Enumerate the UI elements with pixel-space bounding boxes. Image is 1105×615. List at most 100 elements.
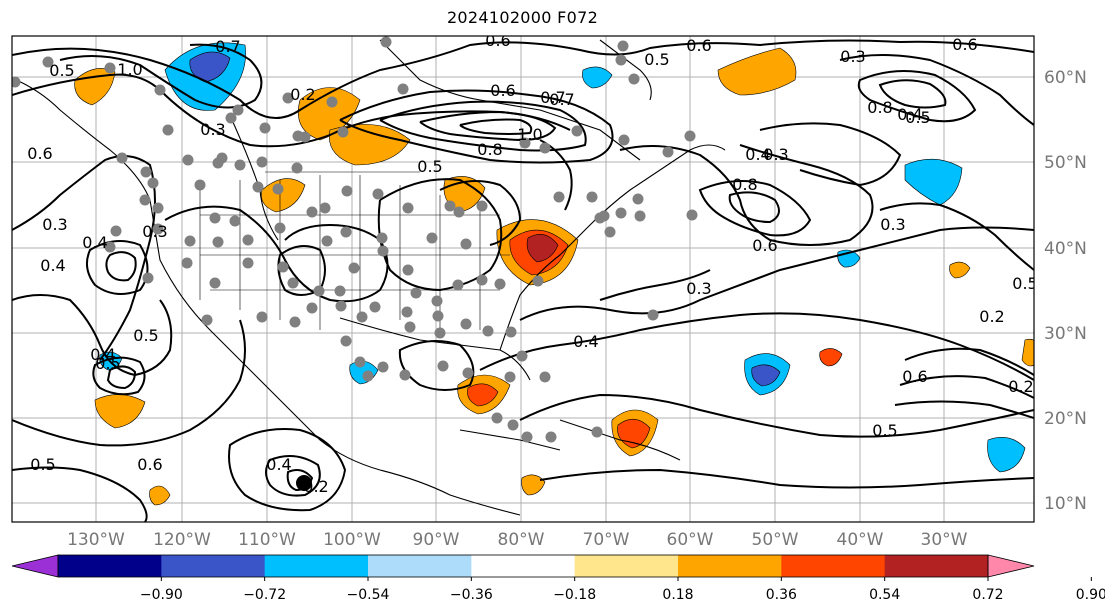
longitude-label: 70°W [583, 530, 630, 550]
contour-labels: 0.5 1.0 0.7 0.6 0.5 0.6 0.3 0.6 0.3 0.2 0.6 0.7 1.0 0… [27, 31, 1037, 496]
contour-label: 0.4 [573, 332, 598, 351]
station-marker [647, 309, 659, 321]
station-marker [380, 36, 392, 48]
station-marker [505, 326, 517, 338]
contour-label: 0.6 [952, 35, 977, 54]
shade-positive-region [526, 233, 559, 263]
colorbar-frame [57, 554, 989, 578]
colorbar-bin [471, 555, 576, 577]
station-marker [274, 222, 286, 234]
longitude-label: 60°W [667, 530, 714, 550]
contour-label: 0.6 [485, 31, 510, 50]
station-marker [291, 162, 303, 174]
contour-label: 0.5 [95, 354, 120, 373]
station-marker [491, 412, 503, 424]
contour-label: 0.7 [549, 90, 574, 109]
contour-label: 0.8 [867, 98, 892, 117]
station-marker [444, 200, 456, 212]
longitude-label: 110°W [238, 530, 296, 550]
station-marker [348, 262, 360, 274]
station-marker [399, 369, 411, 381]
station-marker [229, 215, 241, 227]
colorbar-extend-high [987, 554, 1035, 578]
contour-label: 0.4 [90, 345, 115, 364]
station-marker [182, 154, 194, 166]
shade-positive-region [949, 261, 971, 279]
station-marker [104, 241, 116, 253]
station-marker [154, 84, 166, 96]
station-marker [401, 306, 413, 318]
station-marker [356, 311, 368, 323]
station-marker [452, 279, 464, 291]
station-marker [12, 76, 21, 88]
contour-label: 0.5 [1012, 274, 1037, 293]
station-marker [476, 274, 488, 286]
station-marker [504, 371, 516, 383]
longitude-label: 50°W [752, 530, 799, 550]
station-marker [340, 226, 352, 238]
contour-label: 0.6 [902, 367, 927, 386]
contour-label: 0.7 [215, 37, 240, 56]
contour-label: 0.2 [979, 307, 1004, 326]
colorbar-extend-low [11, 554, 59, 578]
station-marker [516, 350, 528, 362]
station-marker [460, 238, 472, 250]
station-marker [335, 300, 347, 312]
station-marker [212, 236, 224, 248]
colorbar-tick-label: 0.54 [869, 587, 900, 603]
station-marker [476, 200, 488, 212]
station-marker [494, 278, 506, 290]
station-marker [369, 301, 381, 313]
contour-label: 0.3 [142, 222, 167, 241]
contour-label: 0.4 [40, 256, 65, 275]
contour-label: 0.6 [752, 236, 777, 255]
shade-positive-region [328, 124, 411, 166]
latitude-label: 30°N [1044, 324, 1087, 344]
longitude-label: 80°W [498, 530, 545, 550]
colorbar-tick-label: −0.54 [347, 587, 390, 603]
station-marker [397, 83, 409, 95]
station-marker [632, 193, 644, 205]
station-marker [453, 206, 465, 218]
contour-lines [12, 39, 1034, 522]
map-frame [11, 35, 1035, 523]
contour-label: 0.4 [897, 105, 922, 124]
longitude-label: 100°W [323, 530, 381, 550]
station-marker [282, 92, 294, 104]
contour-label: 0.5 [133, 326, 158, 345]
colorbar-bin [264, 555, 369, 577]
station-marker [618, 134, 630, 146]
station-marker [139, 194, 151, 206]
contour-label: 0.2 [290, 85, 315, 104]
shade-positive-region [149, 485, 171, 506]
colorbar-bin [781, 555, 886, 577]
contour-label: 0.2 [303, 477, 328, 496]
longitude-label: 120°W [153, 530, 211, 550]
contour-label: 0.5 [30, 455, 55, 474]
station-marker [272, 183, 284, 195]
station-marker [306, 302, 318, 314]
station-marker [216, 152, 228, 164]
map-panel: 0.5 1.0 0.7 0.6 0.5 0.6 0.3 0.6 0.3 0.2 0.6 0.7 1.0 0… [11, 31, 1037, 523]
contour-label: 0.6 [27, 144, 52, 163]
station-marker [432, 310, 444, 322]
longitude-label: 90°W [413, 530, 460, 550]
storm-center-marker [296, 475, 312, 491]
contour-label: 0.4 [745, 145, 770, 164]
colorbar-tick-label: 0.18 [662, 587, 693, 603]
station-marker [104, 62, 116, 74]
station-marker [147, 177, 159, 189]
station-marker [521, 431, 533, 443]
contour-label: 0.6 [137, 455, 162, 474]
station-marker [604, 226, 616, 238]
colorbar-tick-label: 0.90 [1076, 587, 1105, 603]
station-marker [372, 188, 384, 200]
contour-label: 0.5 [417, 157, 442, 176]
contour-label: 0.4 [266, 455, 291, 474]
contour-label: 1.0 [117, 60, 142, 79]
contour-label: 0.4 [82, 233, 107, 252]
station-marker [402, 264, 414, 276]
station-marker [289, 316, 301, 328]
station-marker [594, 212, 606, 224]
